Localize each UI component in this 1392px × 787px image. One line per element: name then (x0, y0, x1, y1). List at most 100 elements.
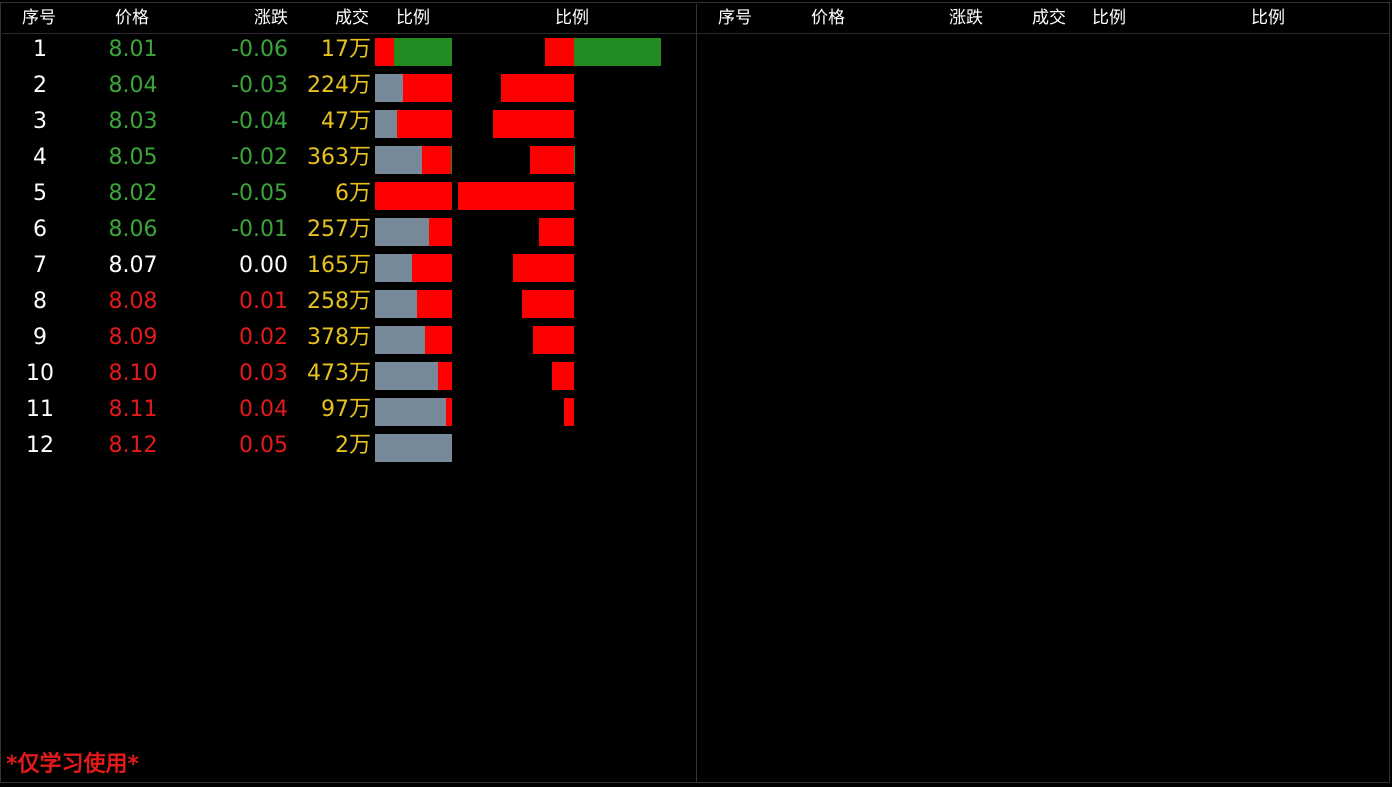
table-row[interactable]: 6 8.06 -0.01 257万 (0, 215, 696, 251)
row-price: 8.07 (108, 253, 158, 278)
row-change: -0.02 (231, 145, 288, 170)
right-header-ratio[interactable]: 比例 (1092, 8, 1126, 28)
table-row[interactable]: 7 8.07 0.00 165万 (0, 251, 696, 287)
table-row[interactable]: 4 8.05 -0.02 363万 (0, 143, 696, 179)
row-volume: 473万 (307, 361, 371, 386)
row-change: 0.03 (239, 361, 288, 386)
header-ratio-2[interactable]: 比例 (555, 8, 589, 28)
header-seq[interactable]: 序号 (22, 8, 56, 28)
row-seq: 7 (33, 253, 47, 278)
ratio-bar-red (417, 290, 452, 318)
table-row[interactable]: 1 8.01 -0.06 17万 (0, 35, 696, 71)
ratio2-bar-red (458, 182, 574, 210)
row-change: -0.06 (231, 37, 288, 62)
row-seq: 8 (33, 289, 47, 314)
row-change: 0.01 (239, 289, 288, 314)
row-price: 8.09 (108, 325, 158, 350)
table-row[interactable]: 11 8.11 0.04 97万 (0, 395, 696, 431)
ratio2-bar-green (574, 38, 661, 66)
ratio-bar-gray (375, 146, 422, 174)
row-volume: 6万 (335, 181, 371, 206)
ratio-bar-gray (375, 398, 446, 426)
ratio-bar-gray (375, 74, 403, 102)
ratio-bar-gray (375, 218, 429, 246)
ratio-bar-gray (375, 110, 397, 138)
row-price: 8.01 (108, 37, 158, 62)
ratio2-bar-red (522, 290, 574, 318)
row-price: 8.12 (108, 433, 158, 458)
ratio2-bar-red (501, 74, 574, 102)
row-change: -0.01 (231, 217, 288, 242)
row-seq: 3 (33, 109, 47, 134)
right-header-ratio-2[interactable]: 比例 (1251, 8, 1285, 28)
row-seq: 10 (26, 361, 54, 386)
ratio-bar-gray (375, 326, 425, 354)
row-price: 8.05 (108, 145, 158, 170)
row-change: 0.04 (239, 397, 288, 422)
row-volume: 165万 (307, 253, 371, 278)
ratio2-bar-red (539, 218, 574, 246)
row-change: 0.00 (239, 253, 288, 278)
row-price: 8.11 (108, 397, 158, 422)
right-header-price[interactable]: 价格 (811, 8, 845, 28)
table-row[interactable]: 3 8.03 -0.04 47万 (0, 107, 696, 143)
ratio2-bar-red (493, 110, 574, 138)
left-header-rule (2, 33, 696, 34)
row-seq: 1 (33, 37, 47, 62)
header-price[interactable]: 价格 (115, 8, 149, 28)
table-row[interactable]: 5 8.02 -0.05 6万 (0, 179, 696, 215)
table-row[interactable]: 12 8.12 0.05 2万 (0, 431, 696, 467)
right-header-seq[interactable]: 序号 (718, 8, 752, 28)
table-row[interactable]: 10 8.10 0.03 473万 (0, 359, 696, 395)
ratio-bar-red (375, 182, 452, 210)
ratio2-bar-red (552, 362, 574, 390)
row-volume: 257万 (307, 217, 371, 242)
row-price: 8.02 (108, 181, 158, 206)
row-change: 0.05 (239, 433, 288, 458)
study-only-notice: *仅学习使用* (6, 752, 140, 777)
header-volume[interactable]: 成交 (335, 8, 369, 28)
row-price: 8.04 (108, 73, 158, 98)
row-seq: 5 (33, 181, 47, 206)
ratio-bar-red (397, 110, 452, 138)
ratio-bar-red (375, 38, 394, 66)
ratio2-bar-red (533, 326, 574, 354)
row-volume: 17万 (321, 37, 371, 62)
row-change: -0.04 (231, 109, 288, 134)
row-volume: 2万 (335, 433, 371, 458)
row-change: -0.03 (231, 73, 288, 98)
ratio-bar-red (422, 146, 451, 174)
row-price: 8.06 (108, 217, 158, 242)
table-row[interactable]: 9 8.09 0.02 378万 (0, 323, 696, 359)
row-volume: 97万 (321, 397, 371, 422)
table-row[interactable]: 2 8.04 -0.03 224万 (0, 71, 696, 107)
ratio-bar-gray (375, 434, 452, 462)
row-price: 8.10 (108, 361, 158, 386)
row-seq: 9 (33, 325, 47, 350)
row-change: -0.05 (231, 181, 288, 206)
table-row[interactable]: 8 8.08 0.01 258万 (0, 287, 696, 323)
row-change: 0.02 (239, 325, 288, 350)
row-seq: 11 (26, 397, 54, 422)
ratio2-bar-red (530, 146, 574, 174)
right-header-volume[interactable]: 成交 (1032, 8, 1066, 28)
right-header-rule (697, 33, 1389, 34)
header-change[interactable]: 涨跌 (254, 8, 288, 28)
ratio-bar-red (429, 218, 452, 246)
panel-divider (696, 4, 697, 783)
row-volume: 47万 (321, 109, 371, 134)
ratio-bar-red (403, 74, 452, 102)
row-price: 8.08 (108, 289, 158, 314)
ratio-bar-red (446, 398, 452, 426)
row-seq: 12 (26, 433, 54, 458)
ratio-bar-gray (375, 362, 438, 390)
ratio2-bar-red (564, 398, 574, 426)
row-volume: 224万 (307, 73, 371, 98)
ratio-bar-red (412, 254, 452, 282)
ratio-bar-red (438, 362, 452, 390)
header-ratio[interactable]: 比例 (396, 8, 430, 28)
ratio-bar-green (451, 146, 452, 174)
row-volume: 258万 (307, 289, 371, 314)
ratio-bar-green (394, 38, 452, 66)
right-header-change[interactable]: 涨跌 (949, 8, 983, 28)
